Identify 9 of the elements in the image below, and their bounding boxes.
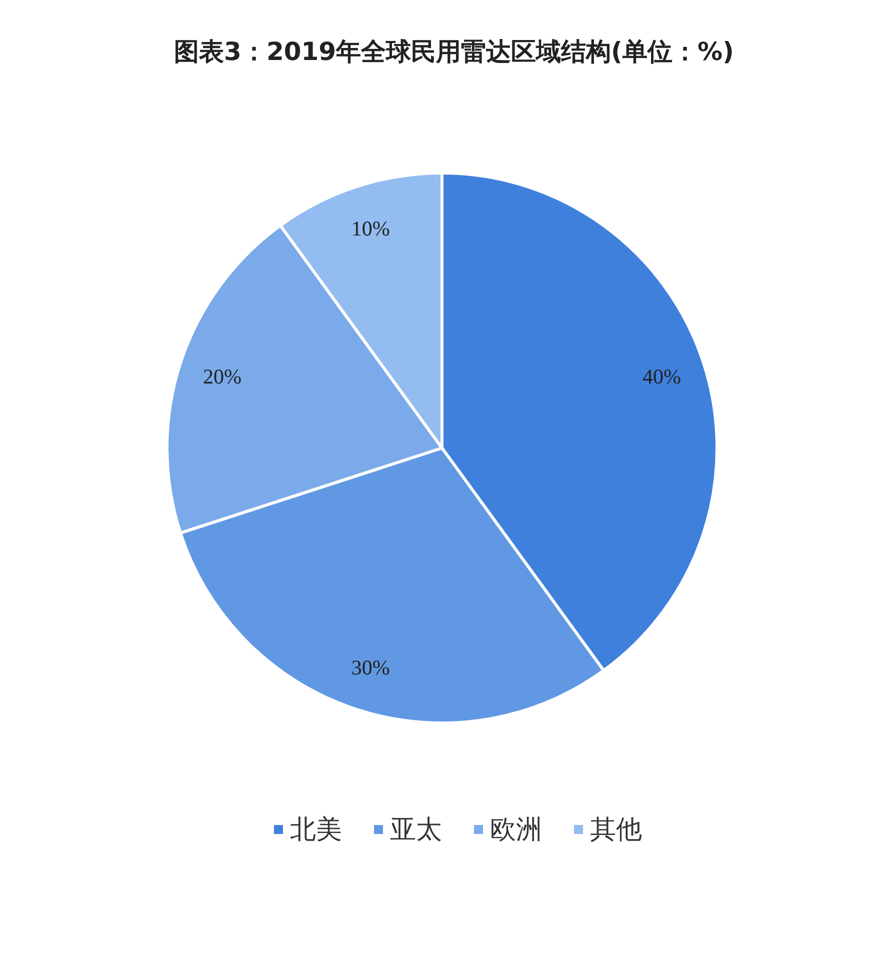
legend-label: 亚太 (390, 815, 442, 845)
data-label: 10% (351, 216, 390, 240)
data-label: 30% (351, 656, 390, 680)
legend-label: 其他 (590, 815, 642, 845)
data-label: 40% (642, 364, 681, 389)
legend-label: 北美 (290, 815, 342, 845)
chart-title: 图表3：2019年全球民用雷达区域结构(单位：%) (174, 37, 734, 66)
legend-label: 欧洲 (490, 815, 542, 845)
data-label: 20% (203, 364, 242, 389)
